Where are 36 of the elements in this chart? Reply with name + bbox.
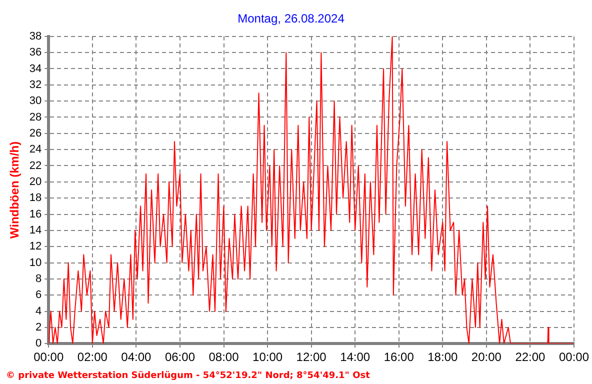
y-tick-label: 6: [36, 289, 42, 302]
y-axis-title: Windböen (km/h): [8, 141, 22, 239]
y-tick-label: 14: [29, 224, 42, 236]
y-tick-label: 26: [29, 127, 42, 140]
y-tick-label: 16: [29, 208, 42, 220]
y-tick-label: 32: [29, 78, 42, 91]
x-tick-label: 14:00: [340, 350, 370, 364]
y-tick-label: 10: [29, 256, 42, 269]
x-tick-label: 02:00: [77, 350, 108, 364]
x-tick-label: 22:00: [515, 350, 546, 364]
x-tick-label: 04:00: [121, 350, 152, 364]
y-tick-label: 8: [36, 272, 42, 285]
text: © private Wetterstation Süderlügum - 54°52'19.2" Nord; 8°54'49.1" Ost: [6, 371, 371, 381]
x-tick-label: 00:00: [34, 350, 64, 364]
y-tick-label: 4: [36, 305, 42, 318]
y-tick-label: 30: [29, 95, 42, 108]
x-tick-label: 10:00: [252, 350, 283, 364]
y-tick-label: 18: [29, 192, 42, 204]
chart-title: Montag, 26.08.2024: [238, 12, 345, 26]
x-tick-label: 20:00: [471, 350, 502, 364]
x-tick-label: 06:00: [164, 350, 196, 364]
y-tick-label: 28: [29, 111, 42, 124]
x-tick-label: 12:00: [296, 350, 327, 364]
x-tick-label: 18:00: [428, 350, 458, 364]
y-tick-label: 38: [29, 30, 42, 42]
y-tick-label: 24: [29, 144, 42, 156]
x-tick-label: 00:00: [558, 350, 590, 364]
y-tick-label: 12: [29, 240, 42, 253]
x-tick-label: 08:00: [208, 350, 240, 364]
y-tick-label: 0: [36, 338, 42, 350]
y-tick-label: 20: [29, 176, 42, 188]
y-tick-label: 22: [29, 160, 42, 172]
y-tick-label: 36: [29, 46, 42, 59]
y-tick-label: 2: [36, 321, 42, 334]
y-tick-label: 34: [29, 62, 42, 75]
x-tick-label: 16:00: [384, 350, 414, 364]
